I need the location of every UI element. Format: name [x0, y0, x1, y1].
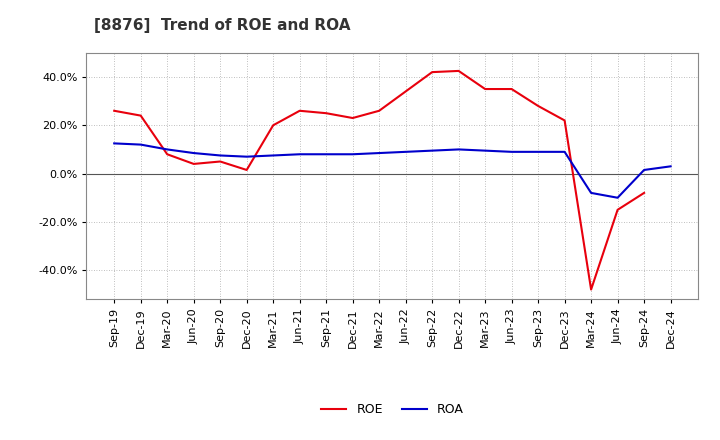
ROA — [348, 152, 357, 157]
ROE — [110, 108, 119, 114]
ROA — [534, 149, 542, 154]
ROA — [216, 153, 225, 158]
ROE — [534, 103, 542, 109]
ROE — [216, 159, 225, 164]
ROE — [481, 86, 490, 92]
ROE — [428, 70, 436, 75]
ROE — [269, 123, 277, 128]
ROA — [189, 150, 198, 156]
ROE — [587, 287, 595, 292]
ROE — [454, 68, 463, 73]
ROA — [428, 148, 436, 153]
Legend: ROE, ROA: ROE, ROA — [316, 398, 469, 421]
ROA — [560, 149, 569, 154]
ROE — [401, 89, 410, 94]
ROE — [189, 161, 198, 167]
ROA — [322, 152, 330, 157]
ROA — [136, 142, 145, 147]
ROE — [640, 190, 649, 195]
ROE — [163, 152, 171, 157]
ROA — [481, 148, 490, 153]
ROA — [508, 149, 516, 154]
ROE — [613, 207, 622, 213]
ROE — [348, 115, 357, 121]
Line: ROE: ROE — [114, 71, 644, 290]
ROE — [375, 108, 384, 114]
ROA — [613, 195, 622, 200]
ROE — [560, 118, 569, 123]
ROA — [375, 150, 384, 156]
ROA — [110, 141, 119, 146]
ROE — [136, 113, 145, 118]
ROA — [269, 153, 277, 158]
ROA — [295, 152, 304, 157]
ROA — [454, 147, 463, 152]
ROE — [322, 110, 330, 116]
ROA — [587, 190, 595, 195]
ROA — [243, 154, 251, 159]
ROE — [295, 108, 304, 114]
ROE — [243, 167, 251, 172]
ROA — [163, 147, 171, 152]
ROA — [640, 167, 649, 172]
ROA — [401, 149, 410, 154]
ROE — [508, 86, 516, 92]
Line: ROA: ROA — [114, 143, 670, 198]
ROA — [666, 164, 675, 169]
Text: [8876]  Trend of ROE and ROA: [8876] Trend of ROE and ROA — [94, 18, 350, 33]
